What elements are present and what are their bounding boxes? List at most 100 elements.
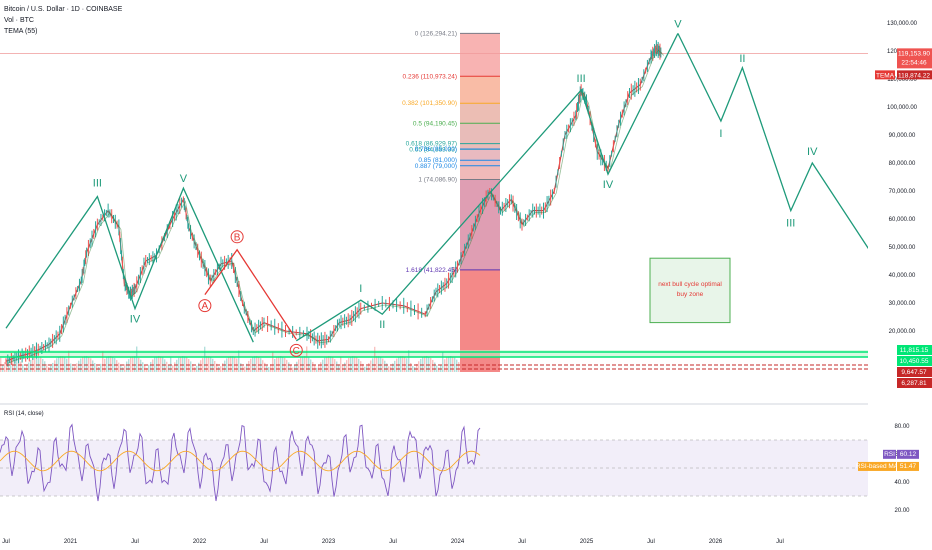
wave-label: V xyxy=(180,173,188,185)
volume-bar xyxy=(132,356,134,372)
volume-bar xyxy=(112,356,114,372)
volume-bar xyxy=(408,350,410,372)
volume-bar xyxy=(34,346,36,372)
volume-bar xyxy=(18,359,20,372)
volume-bar xyxy=(248,360,250,372)
volume-bar xyxy=(250,358,252,372)
volume-bar xyxy=(426,356,428,372)
volume-bar xyxy=(210,357,212,372)
volume-bar xyxy=(288,362,290,372)
volume-bar xyxy=(414,367,416,372)
volume-bar xyxy=(304,356,306,372)
x-tick-label: Jul xyxy=(647,539,655,545)
abc-circle xyxy=(198,299,212,313)
x-tick-label: Jul xyxy=(260,539,268,545)
volume-bar xyxy=(238,350,240,372)
volume-bar xyxy=(10,356,12,372)
volume-bar xyxy=(454,357,456,372)
abc-label: C xyxy=(293,346,300,357)
volume-bar xyxy=(58,356,60,372)
volume-bar xyxy=(202,358,204,372)
buy-zone-box xyxy=(649,257,731,324)
volume-bar xyxy=(76,363,78,372)
volume-bar xyxy=(216,363,218,372)
volume-bar xyxy=(36,356,38,372)
volume-bar xyxy=(52,362,54,372)
volume-bar xyxy=(262,360,264,372)
volume-bar xyxy=(152,359,154,372)
volume-bar xyxy=(40,357,42,372)
volume-bar xyxy=(336,361,338,372)
fib-zone xyxy=(460,160,500,166)
x-tick-label: Jul xyxy=(389,539,397,545)
volume-bar xyxy=(416,363,418,372)
x-tick-label: Jul xyxy=(776,539,784,545)
price-series xyxy=(5,47,663,362)
wave-label: III xyxy=(93,178,102,190)
x-tick-label: 2026 xyxy=(709,539,723,545)
volume-bar xyxy=(28,362,30,372)
volume-bar xyxy=(110,356,112,372)
y-tick-label: 100,000.00 xyxy=(887,105,918,111)
volume-bar xyxy=(88,356,90,372)
volume-bar xyxy=(292,367,294,372)
volume-bar xyxy=(338,364,340,372)
volume-bar xyxy=(326,356,328,372)
volume-bar xyxy=(400,356,402,372)
volume-bar xyxy=(402,356,404,372)
volume-bar xyxy=(172,365,174,372)
y-tick-label: 90,000.00 xyxy=(889,133,916,139)
fib-zone xyxy=(460,123,500,144)
volume-bar xyxy=(92,360,94,372)
rsi-tag-bg xyxy=(883,449,896,459)
volume-bar xyxy=(296,361,298,372)
volume-bar xyxy=(228,356,230,372)
x-tick-label: 2024 xyxy=(451,539,465,545)
projection-label: II xyxy=(739,53,745,65)
rsi-ma-tag-bg xyxy=(858,461,896,471)
volume-bar xyxy=(206,356,208,372)
volume-bar xyxy=(362,363,364,372)
fib-red-overlay xyxy=(460,33,500,372)
volume-bar xyxy=(376,356,378,372)
volume-bar xyxy=(116,360,118,372)
volume-bar xyxy=(198,362,200,372)
support-tag-bg xyxy=(897,345,932,355)
wave-label: III xyxy=(577,73,586,85)
volume-bar xyxy=(174,362,176,372)
rsi-y-tick-label: 80.00 xyxy=(894,424,910,430)
volume-bar xyxy=(388,366,390,372)
projection-label: I xyxy=(719,128,722,140)
volume-bar xyxy=(192,364,194,372)
support-tag-bg xyxy=(897,378,932,388)
fib-zone xyxy=(460,76,500,104)
volume-bar xyxy=(130,357,132,372)
rsi-y-tick-label: 20.00 xyxy=(894,508,910,514)
x-tick-label: 2022 xyxy=(193,539,207,545)
rsi-ma-value-bg xyxy=(897,461,919,471)
abc-circle xyxy=(289,343,303,357)
y-tick-label: 70,000.00 xyxy=(889,189,916,195)
volume-bar xyxy=(194,367,196,372)
volume-bar xyxy=(158,356,160,372)
volume-bar xyxy=(274,359,276,372)
rsi-value-bg xyxy=(897,449,919,459)
x-tick-label: Jul xyxy=(131,539,139,545)
volume-bar xyxy=(16,357,18,372)
volume-bar xyxy=(256,356,258,372)
x-tick-label: 2021 xyxy=(64,539,78,545)
volume-bar xyxy=(222,363,224,372)
volume-bar xyxy=(340,357,342,372)
rsi-tag: RSI xyxy=(884,451,895,458)
volume-bar xyxy=(424,356,426,372)
volume-bar xyxy=(344,362,346,372)
volume-bar xyxy=(30,359,32,372)
volume-bar xyxy=(450,356,452,372)
x-tick-label: Jul xyxy=(518,539,526,545)
volume-bar xyxy=(418,361,420,372)
volume-bar xyxy=(302,356,304,372)
y-tick-label: 80,000.00 xyxy=(889,161,916,167)
volume-bar xyxy=(384,360,386,372)
volume-bar xyxy=(432,359,434,372)
